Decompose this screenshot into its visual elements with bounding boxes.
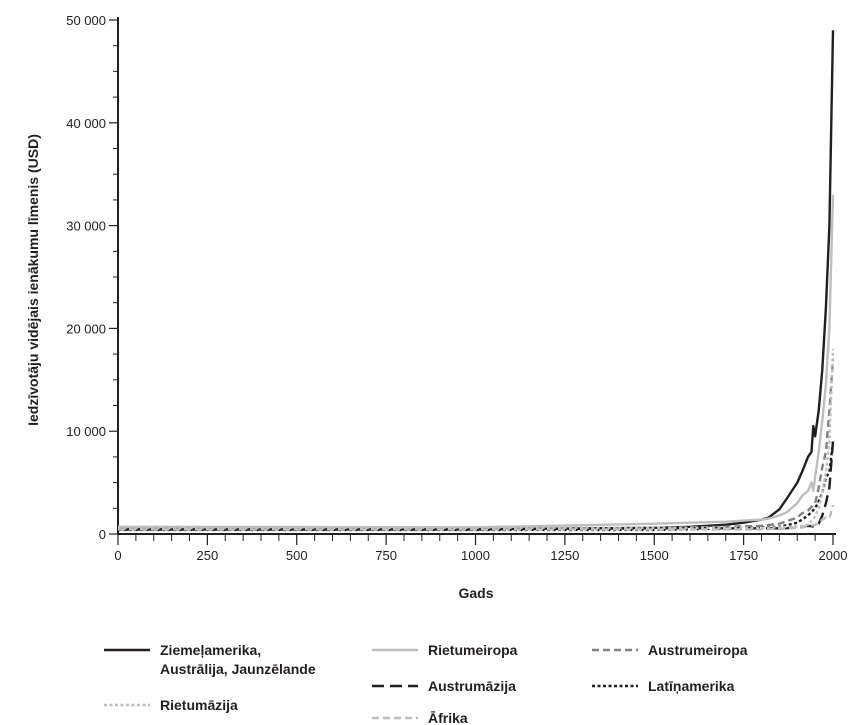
ticks: 0 250 500 750 1000 1250 1500 1750 2000 0 10 000 20 … — [66, 13, 847, 563]
y-axis-title: Iedzīvotāju vidējais ienākumu līmenis (U… — [25, 134, 41, 426]
x-tick-label: 500 — [286, 548, 308, 563]
y-tick-label: 50 000 — [66, 13, 106, 28]
series-line — [118, 30, 835, 531]
x-tick-label: 2000 — [819, 548, 848, 563]
x-tick-label: 1750 — [729, 548, 758, 563]
x-tick-label: 1000 — [461, 548, 490, 563]
series-line — [117, 359, 835, 531]
x-tick-label: 0 — [114, 548, 121, 563]
series-line — [117, 348, 835, 530]
x-axis-title: Gads — [458, 585, 493, 601]
x-tick-label: 250 — [197, 548, 219, 563]
series-line — [118, 504, 835, 531]
y-tick-label: 20 000 — [66, 321, 106, 336]
series-line — [118, 441, 835, 532]
y-tick-label: 10 000 — [66, 424, 106, 439]
y-tick-label: 40 000 — [66, 116, 106, 131]
legend-label: Austrumāzija — [428, 678, 516, 694]
y-tick-label: 30 000 — [66, 219, 106, 234]
legend-label: Āfrika — [428, 710, 468, 725]
x-tick-label: 750 — [375, 548, 397, 563]
axes — [117, 17, 836, 535]
legend-label: Latīņamerika — [648, 678, 735, 694]
legend-label: Rietumeiropa — [428, 642, 518, 658]
x-tick-label: 1500 — [640, 548, 669, 563]
legend: Ziemeļamerika, Austrālija, Jaunzēlande Rie… — [104, 642, 748, 725]
legend-label: Rietumāzija — [160, 697, 238, 713]
series-lines — [117, 30, 835, 532]
x-tick-label: 1250 — [550, 548, 579, 563]
legend-label: Austrumeiropa — [648, 642, 748, 658]
legend-label: Ziemeļamerika, Austrālija, Jaunzēlande — [160, 642, 316, 677]
y-tick-label: 0 — [99, 527, 106, 542]
series-line — [118, 441, 835, 531]
series-line — [117, 194, 835, 529]
